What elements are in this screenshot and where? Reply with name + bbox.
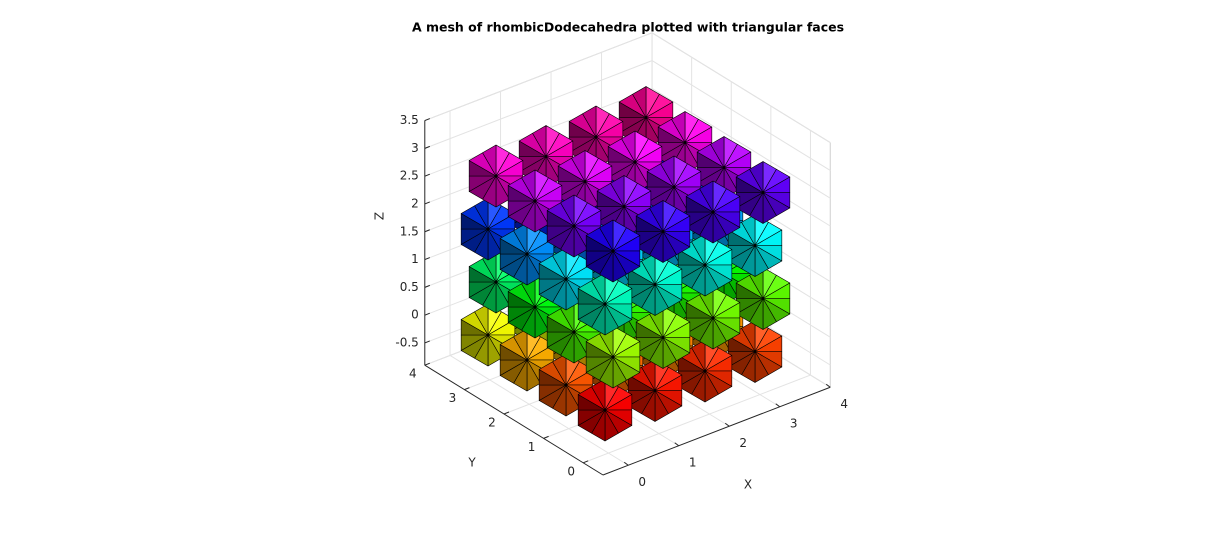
mesh-face [671, 111, 686, 143]
y-tick [543, 435, 549, 439]
x-axis-label: X [744, 478, 752, 492]
y-tick-label: 0 [567, 464, 575, 478]
y-tick-label: 4 [409, 367, 417, 381]
y-tick [424, 362, 430, 366]
z-tick [424, 284, 430, 288]
z-tick-label: -0.5 [395, 335, 418, 349]
grid-line [651, 32, 831, 144]
grid-line [449, 355, 629, 466]
mesh-face [621, 130, 636, 163]
mesh-face [474, 303, 489, 336]
z-tick-label: 3.5 [400, 113, 419, 127]
grid-line [424, 32, 653, 122]
mesh-face [699, 180, 714, 213]
z-tick-label: 2.5 [400, 169, 419, 183]
z-tick-label: 3 [411, 141, 419, 155]
mesh-group [460, 86, 791, 442]
x-tick [775, 403, 781, 408]
mesh-face [513, 328, 528, 361]
mesh-face [660, 155, 675, 188]
z-tick [424, 312, 430, 316]
z-tick-label: 0 [411, 308, 419, 322]
mesh-face [691, 339, 706, 372]
x-tick [674, 442, 680, 447]
z-tick [424, 257, 430, 261]
x-tick [724, 422, 730, 427]
mesh-face [749, 161, 764, 193]
mesh-face [610, 175, 625, 207]
mesh-face [599, 219, 614, 252]
mesh-face [532, 125, 547, 157]
mesh-face [641, 359, 656, 391]
x-tick-label: 1 [689, 455, 697, 469]
mesh-face [582, 105, 597, 138]
mesh-face [552, 247, 567, 280]
z-tick [424, 118, 430, 122]
x-tick [825, 383, 831, 388]
z-tick [424, 173, 430, 177]
x-tick-label: 2 [739, 436, 747, 450]
grid-line [651, 87, 831, 199]
axes-group: -0.5 0 0.5 1 1.5 2 2.5 3 3.5 0 1 2 3 4 0 1 2 3 4 [395, 113, 848, 489]
mesh-face [571, 150, 586, 182]
x-tick-label: 0 [638, 475, 646, 489]
mesh-face [641, 253, 656, 285]
mesh-face [591, 378, 606, 411]
x-tick-label: 3 [790, 416, 798, 430]
mesh-face [649, 200, 664, 232]
grid-line [651, 60, 831, 171]
y-tick-label: 1 [528, 440, 536, 454]
z-tick [424, 145, 430, 149]
mesh-face [632, 86, 647, 118]
z-tick-label: 0.5 [400, 280, 419, 294]
z-tick [424, 340, 430, 344]
mesh-face [710, 136, 725, 168]
grid-line [424, 60, 653, 149]
y-tick [464, 387, 470, 391]
y-tick [503, 411, 510, 415]
mesh-face [591, 272, 606, 305]
z-tick-label: 1.5 [400, 224, 419, 238]
z-tick [424, 201, 430, 205]
mesh-face [741, 214, 756, 246]
mesh-face [552, 353, 567, 386]
x-axis [602, 386, 831, 476]
x-tick [623, 461, 629, 466]
mesh-face [482, 144, 497, 177]
z-tick-label: 2 [411, 196, 419, 210]
chart-title: A mesh of rhombicDodecahedra plotted wit… [412, 20, 844, 35]
y-tick-label: 3 [449, 391, 457, 405]
mesh-face [513, 222, 528, 255]
mesh-face [521, 169, 536, 202]
x-tick-label: 4 [840, 397, 848, 411]
y-tick-label: 2 [488, 416, 496, 430]
y-axis [424, 364, 604, 476]
mesh-face [741, 320, 756, 352]
mesh-face [560, 194, 575, 227]
mesh-face [691, 233, 706, 266]
grid-line [583, 374, 811, 464]
z-tick [424, 229, 430, 233]
z-tick-label: 1 [411, 252, 419, 266]
mesh-face [474, 197, 489, 230]
z-axis-label: Z [373, 212, 387, 220]
y-tick [583, 460, 589, 464]
y-axis-label: Y [467, 456, 476, 470]
